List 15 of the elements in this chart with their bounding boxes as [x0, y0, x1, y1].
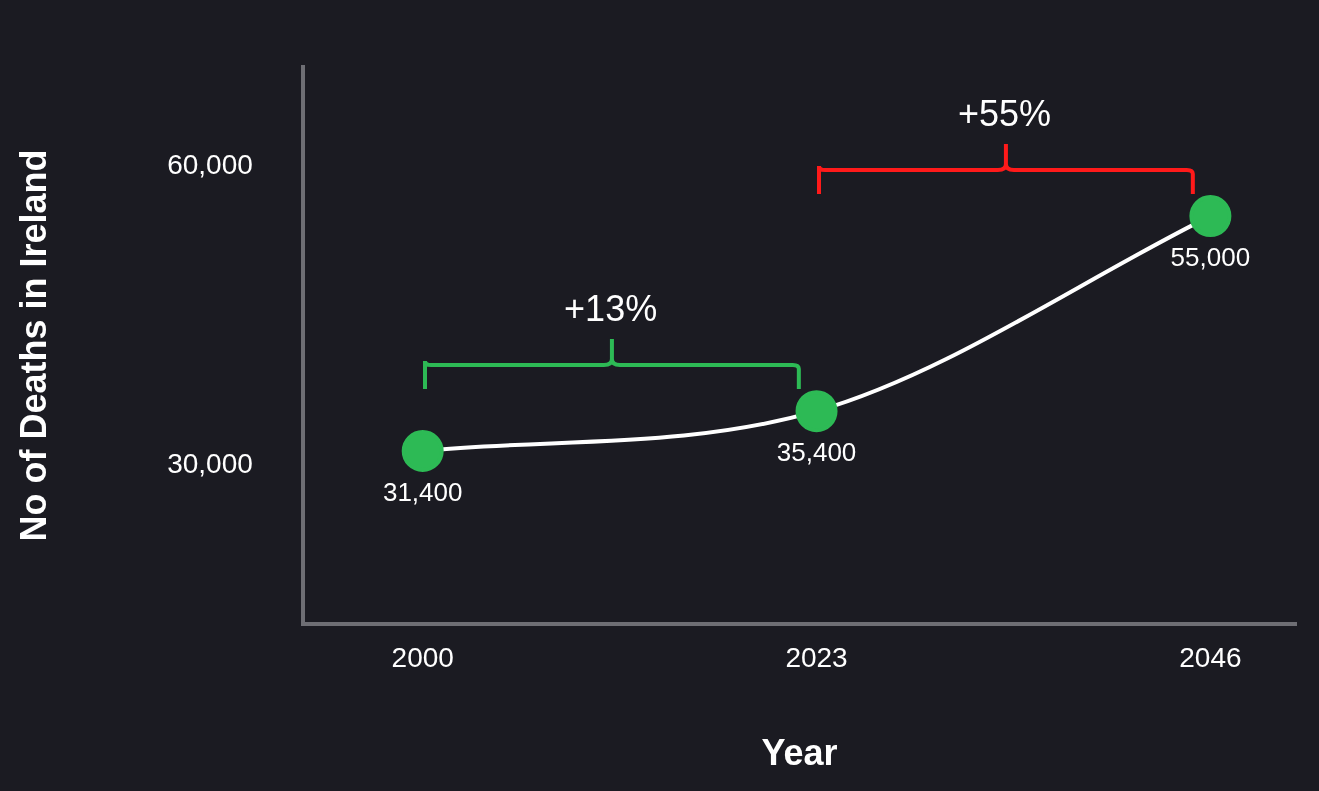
annotation: +55%: [957, 93, 1051, 135]
point: [401, 430, 444, 473]
data-label: 31,400: [382, 477, 463, 508]
y-axis-title: No of Deaths in Ireland: [12, 149, 54, 542]
x-tick-label: 2000: [391, 641, 454, 673]
x-axis-title: Year: [761, 732, 838, 774]
y-tick-label: 30,000: [167, 447, 253, 479]
x-tick-label: 2046: [1179, 641, 1242, 673]
data-label: 55,000: [1170, 242, 1251, 273]
data-label: 35,400: [776, 437, 857, 468]
point: [1189, 195, 1232, 238]
x-tick-label: 2023: [785, 641, 848, 673]
y-tick-label: 60,000: [167, 149, 253, 181]
annotation: +13%: [564, 288, 658, 330]
point: [795, 390, 838, 433]
